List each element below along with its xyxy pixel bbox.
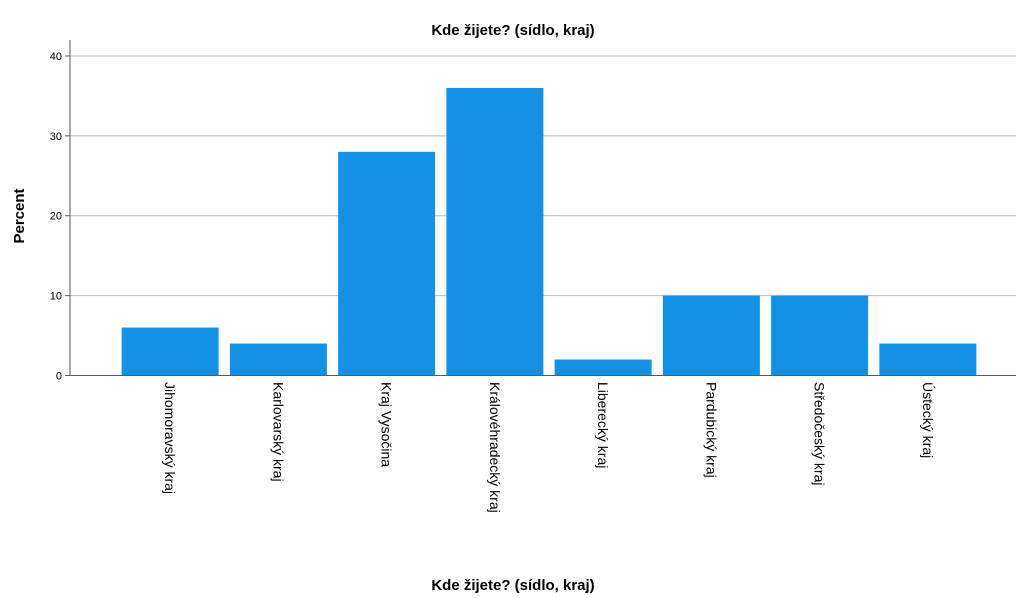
bar (121, 327, 219, 376)
bar (554, 359, 652, 376)
bar (879, 343, 977, 376)
x-tick-label: Karlovarský kraj (270, 382, 286, 482)
x-tick-label: Jihomoravský kraj (162, 382, 178, 494)
bar (338, 151, 436, 376)
x-tick-label: Pardubický kraj (703, 382, 719, 478)
y-tick-label: 40 (50, 51, 62, 63)
y-tick-label: 0 (56, 371, 62, 383)
x-tick-label: Kraj Vysočina (379, 382, 395, 467)
x-tick-label: Královéhradecký kraj (487, 382, 503, 513)
y-tick-label: 20 (50, 211, 62, 223)
y-tick-label: 10 (50, 291, 62, 303)
axes (65, 40, 1016, 376)
y-tick-label: 30 (50, 131, 62, 143)
bar (662, 295, 760, 376)
x-tick-label: Středočeský kraj (812, 382, 828, 485)
x-tick-labels: Jihomoravský kraj Karlovarský kraj Kraj Vy… (162, 382, 936, 513)
x-axis-label: Kde žijete? (sídlo, kraj) (431, 577, 594, 594)
y-axis-label: Percent (11, 188, 28, 243)
y-tick-labels: 0 10 20 30 40 (50, 51, 62, 383)
bars (121, 87, 977, 376)
x-tick-label: Ústecký kraj (920, 382, 936, 458)
x-tick-label: Liberecký kraj (595, 382, 611, 468)
bar (229, 343, 327, 376)
bar (771, 295, 869, 376)
chart-title: Kde žijete? (sídlo, kraj) (431, 22, 594, 39)
bar (446, 87, 544, 376)
